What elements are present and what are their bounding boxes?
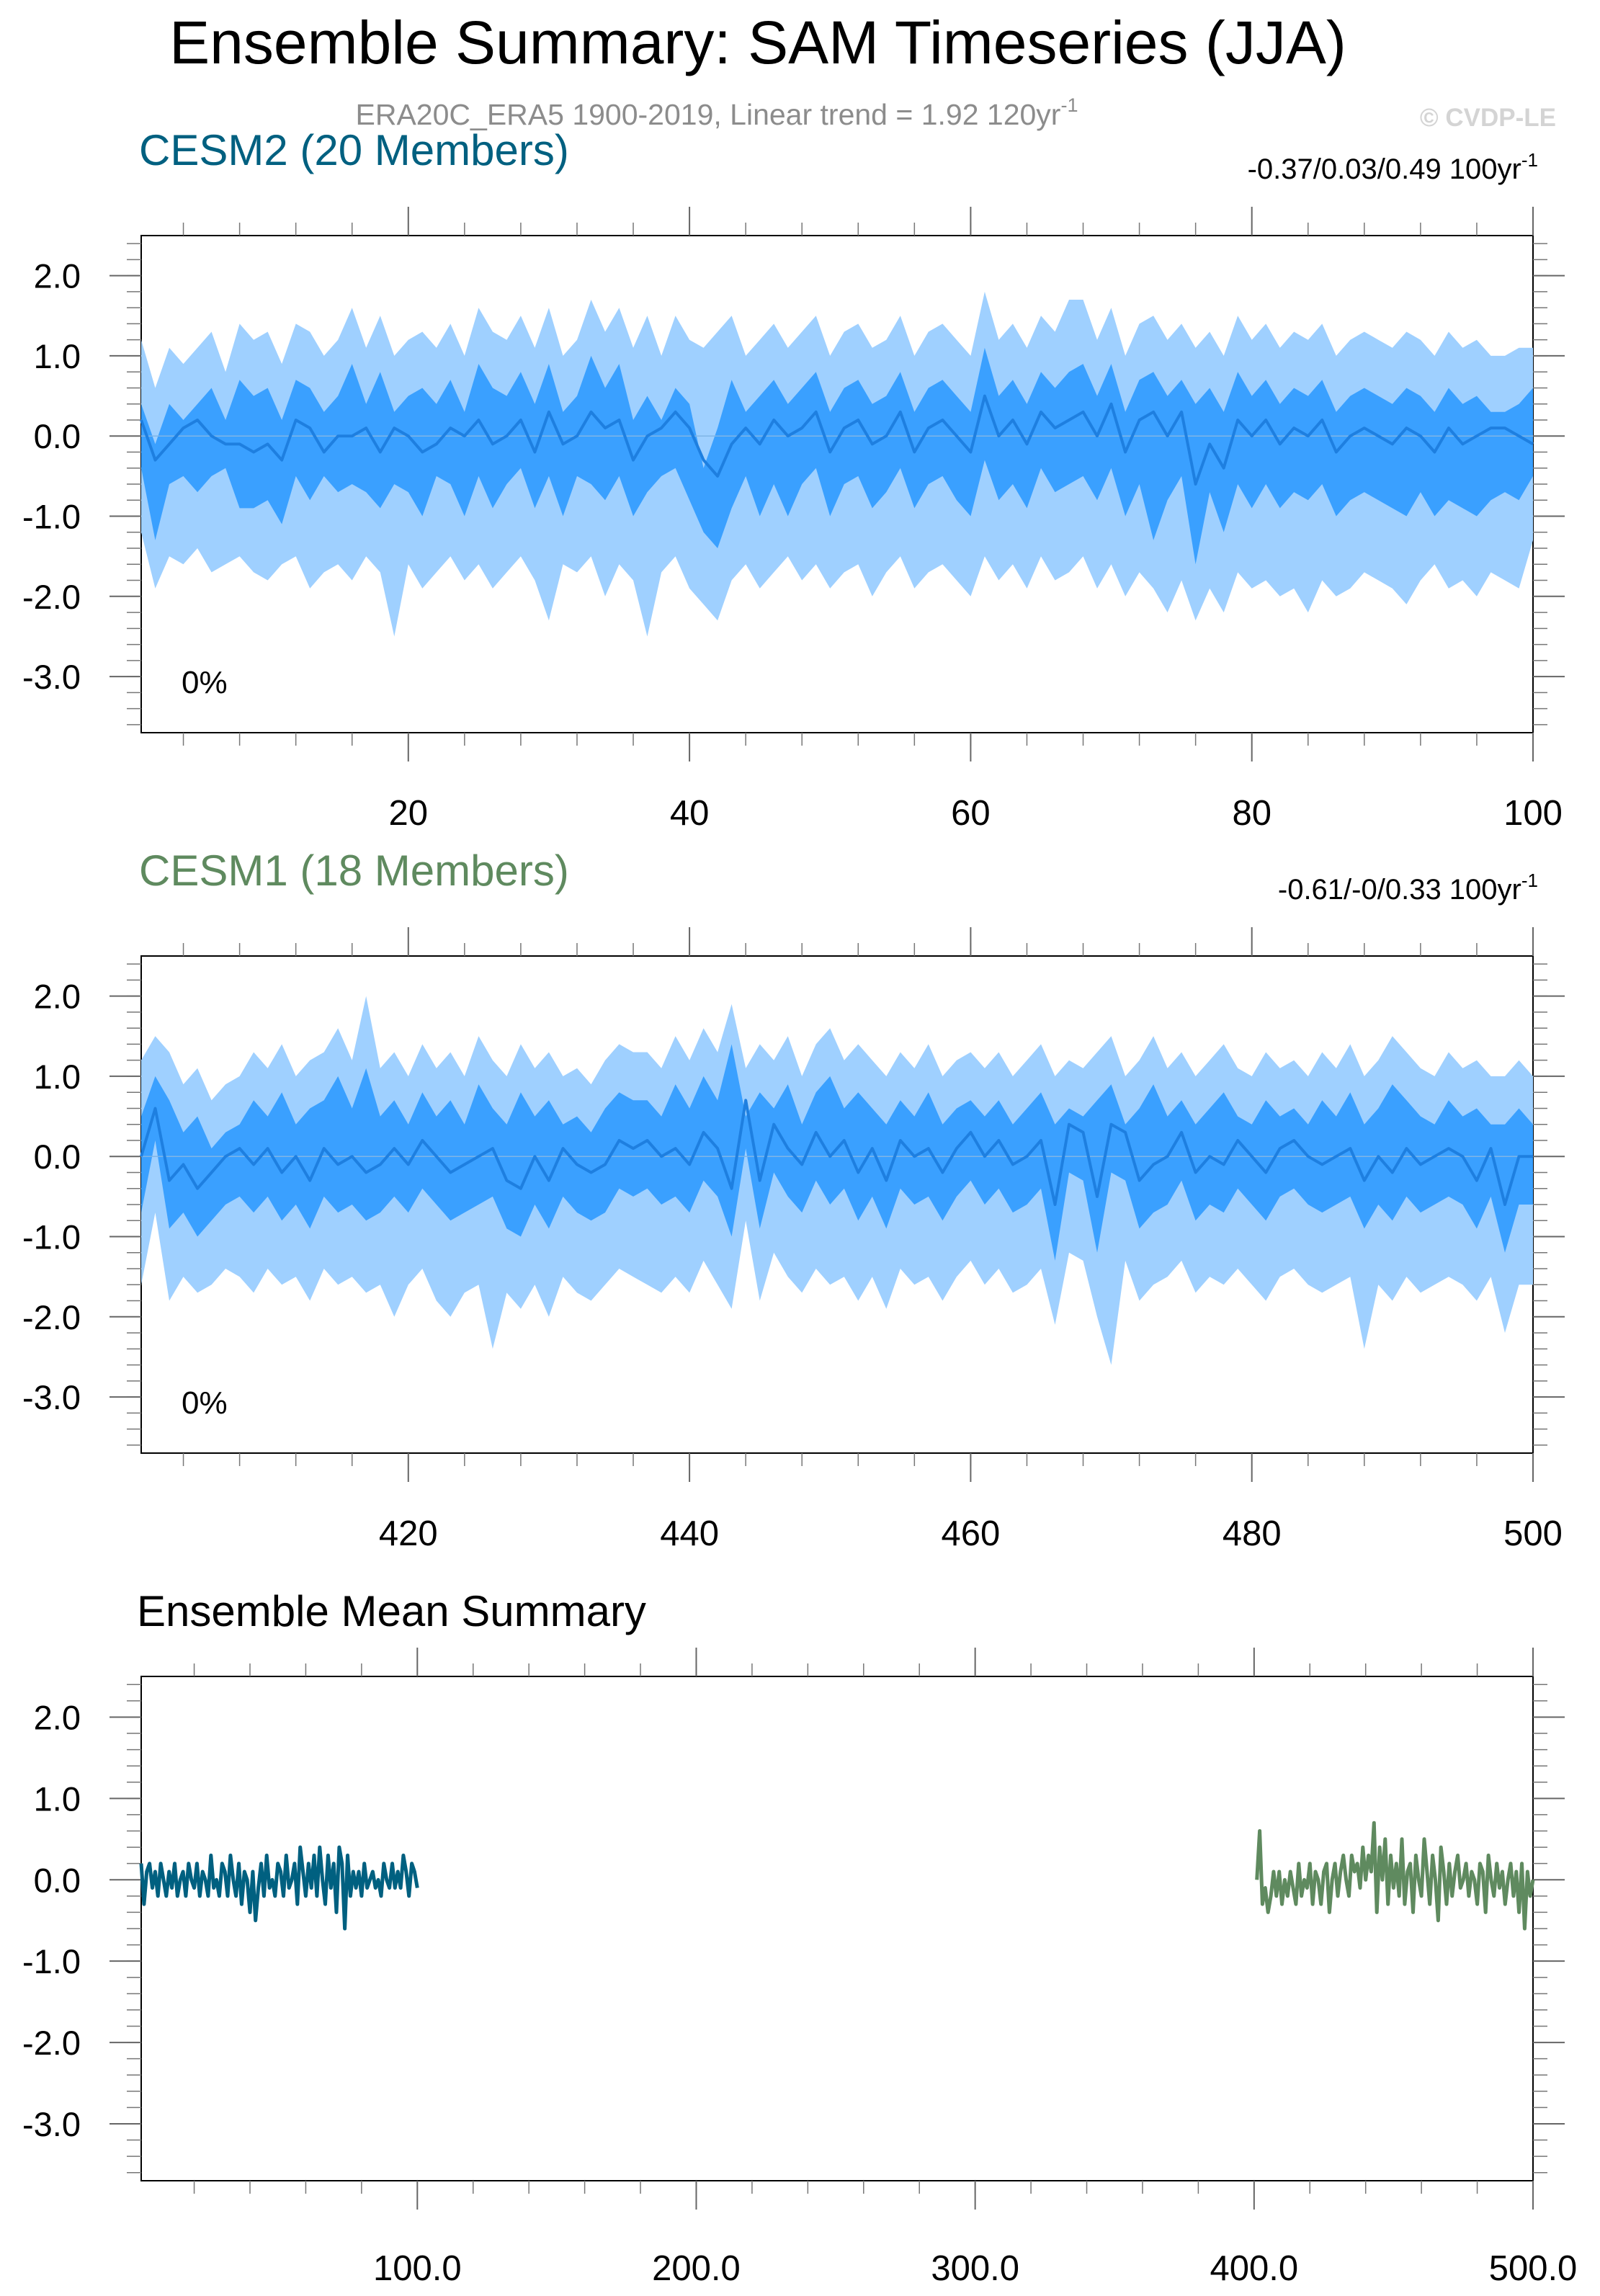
y-tick-label: 2.0	[34, 1698, 81, 1736]
trend-superscript: -1	[1521, 870, 1538, 891]
plot-frame	[140, 1676, 1534, 2181]
y-tick-label: -2.0	[22, 2024, 81, 2062]
subtitle-superscript: -1	[1060, 94, 1078, 116]
x-tick-label: 400.0	[1210, 2249, 1299, 2288]
y-tick-label: 1.0	[34, 1779, 81, 1818]
x-tick-label: 500.0	[1489, 2249, 1578, 2288]
x-tick-label: 480	[1223, 1514, 1282, 1553]
x-tick-label: 500	[1503, 1514, 1563, 1553]
panel-title: CESM2 (20 Members)	[139, 126, 569, 174]
y-tick-label: 0.0	[34, 1861, 81, 1899]
x-tick-label: 60	[951, 794, 991, 833]
x-tick-label: 420	[379, 1514, 438, 1553]
y-tick-label: 2.0	[34, 978, 81, 1016]
percent-label: 0%	[182, 1385, 228, 1421]
y-tick-label: 0.0	[34, 417, 81, 455]
panel-title: Ensemble Mean Summary	[137, 1587, 646, 1635]
x-tick-label: 20	[389, 794, 429, 833]
credit-label: © CVDP-LE	[1420, 104, 1556, 132]
trend-label: -0.61/-0/0.33 100yr-1	[1278, 870, 1538, 906]
y-tick-label: -1.0	[22, 1218, 81, 1256]
panel-ensemble-mean: Ensemble Mean Summary 2.0 1.0 0.0 -1.0 -2.0 -3…	[22, 1587, 1577, 2288]
median-line	[140, 1099, 1533, 1206]
y-tick-label: -1.0	[22, 1942, 81, 1980]
trend-text: -0.61/-0/0.33 100yr	[1278, 874, 1521, 906]
y-tick-label: -3.0	[22, 658, 81, 696]
y-tick-label: -3.0	[22, 1378, 81, 1416]
y-tick-label: 2.0	[34, 257, 81, 295]
panel-title: CESM1 (18 Members)	[139, 847, 569, 895]
x-tick-label: 200.0	[652, 2249, 741, 2288]
y-tick-label: -2.0	[22, 578, 81, 616]
ensemble-mean-line-0	[139, 1845, 419, 1931]
y-tick-label: -2.0	[22, 1298, 81, 1336]
subtitle-text: ERA20C_ERA5 1900-2019, Linear trend = 1.…	[356, 98, 1061, 131]
x-tick-label: 460	[942, 1514, 1001, 1553]
interquartile-band	[141, 1044, 1533, 1261]
trend-superscript: -1	[1521, 149, 1538, 171]
trend-text: -0.37/0.03/0.49 100yr	[1248, 153, 1521, 185]
x-tick-label: 100.0	[373, 2249, 462, 2288]
panel-cesm1: CESM1 (18 Members) -0.61/-0/0.33 100yr-1 2…	[22, 847, 1565, 1553]
y-tick-label: 0.0	[34, 1138, 81, 1176]
y-tick-label: 1.0	[34, 337, 81, 375]
x-tick-label: 40	[670, 794, 710, 833]
figure-subtitle: ERA20C_ERA5 1900-2019, Linear trend = 1.…	[356, 94, 1078, 131]
x-tick-label: 80	[1232, 794, 1271, 833]
y-tick-label: -3.0	[22, 2105, 81, 2143]
y-tick-label: 1.0	[34, 1058, 81, 1096]
y-tick-label: -1.0	[22, 498, 81, 536]
figure-title: Ensemble Summary: SAM Timeseries (JJA)	[169, 9, 1346, 76]
trend-label: -0.37/0.03/0.49 100yr-1	[1248, 149, 1538, 185]
interquartile-band	[141, 347, 1533, 565]
panel-cesm2: CESM2 (20 Members) -0.37/0.03/0.49 100yr-…	[22, 126, 1565, 833]
x-tick-label: 440	[660, 1514, 719, 1553]
x-tick-label: 100	[1503, 794, 1563, 833]
percent-label: 0%	[182, 665, 228, 700]
x-tick-label: 300.0	[931, 2249, 1019, 2288]
median-line	[140, 394, 1534, 486]
ensemble-mean-line-1	[1255, 1821, 1535, 1931]
